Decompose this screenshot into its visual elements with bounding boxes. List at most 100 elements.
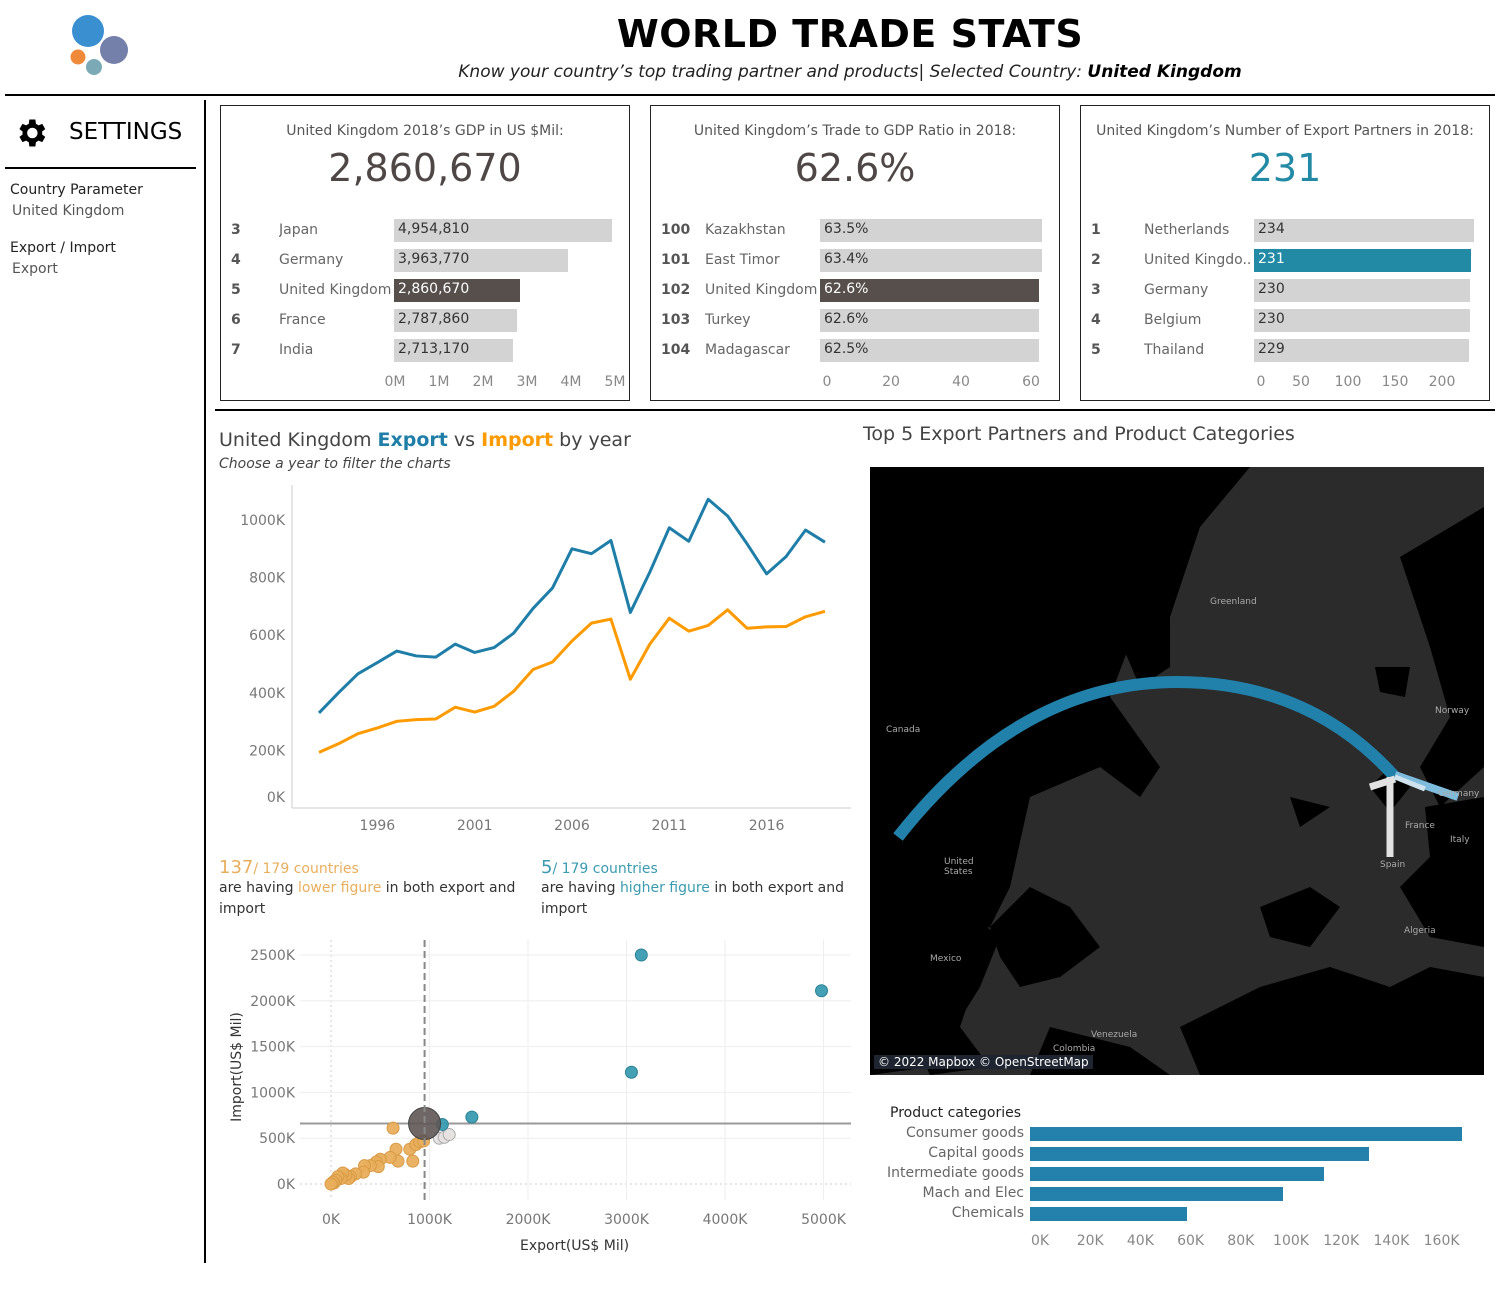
row-country: United Kingdom (279, 282, 392, 298)
trade-arc-ireland[interactable] (1368, 775, 1397, 791)
scatter-point-higher[interactable] (634, 948, 648, 962)
row-bar[interactable]: 231 (1254, 249, 1472, 272)
category-bar[interactable] (1030, 1187, 1283, 1201)
y-tick-label: 0K (267, 790, 286, 806)
lower-highlight: lower figure (297, 880, 382, 896)
scatter-point-higher[interactable] (624, 1065, 638, 1079)
row-bar[interactable]: 62.5% (820, 339, 1039, 362)
x-tick-label: 0K (322, 1212, 341, 1228)
lower-stat: 137/ 179 countries are having lower figu… (219, 857, 529, 920)
page-subtitle: Know your country’s top trading partner … (0, 62, 1500, 82)
row-bar[interactable]: 230 (1254, 309, 1471, 332)
row-bar[interactable]: 229 (1254, 339, 1470, 362)
row-country: United Kingdom (705, 282, 818, 298)
scatter-point-lower[interactable] (406, 1154, 420, 1168)
x-tick-label: 0K (1030, 1233, 1050, 1249)
row-bar-label: 229 (1258, 341, 1285, 357)
scatter-point-lower[interactable] (386, 1121, 400, 1135)
line-chart-title: United Kingdom Export vs Import by year (219, 429, 631, 451)
category-bar[interactable] (1030, 1127, 1463, 1141)
row-bar[interactable]: 63.5% (820, 219, 1043, 242)
map-title: Top 5 Export Partners and Product Catego… (863, 423, 1295, 445)
row-bar[interactable]: 62.6% (820, 309, 1040, 332)
map-attribution[interactable]: © 2022 Mapbox © OpenStreetMap (874, 1055, 1093, 1069)
row-bar-label: 3,963,770 (398, 251, 470, 267)
axis-tick: 1M (428, 374, 450, 390)
x-tick-label: 60K (1177, 1233, 1205, 1249)
x-tick-label: 2016 (749, 818, 785, 834)
row-bar[interactable]: 2,713,170 (394, 339, 514, 362)
y-tick-label: 400K (249, 686, 286, 702)
row-country: Turkey (705, 312, 751, 328)
axis-tick: 40 (952, 374, 970, 390)
export-import-line-chart[interactable]: 0K 200K 400K 600K 800K 1000K 1996 2001 2006 2011 2… (0, 0, 860, 850)
row-country: East Timor (705, 252, 780, 268)
export-partners-card: United Kingdom’s Number of Export Partne… (1080, 105, 1490, 401)
scatter-point-other[interactable] (442, 1128, 456, 1142)
settings-heading: SETTINGS (69, 119, 183, 145)
subtitle-text: Know your country’s top trading partner … (458, 62, 1088, 82)
cards-divider (215, 409, 1495, 411)
map-label: Italy (1450, 835, 1470, 845)
y-tick-label: 1000K (240, 513, 286, 529)
title-country: United Kingdom (219, 429, 378, 451)
row-rank: 104 (661, 342, 691, 358)
export-import-select[interactable]: Export (12, 261, 58, 277)
x-tick-label: 100K (1273, 1233, 1309, 1249)
product-categories-title: Product categories (890, 1105, 1021, 1121)
scatter-point-higher[interactable] (815, 984, 829, 998)
row-bar[interactable]: 3,963,770 (394, 249, 569, 272)
category-label: Intermediate goods (887, 1165, 1024, 1181)
x-tick-label: 2001 (457, 818, 493, 834)
title-vs: vs (447, 429, 482, 451)
map-label: Norway (1435, 706, 1470, 716)
import-line[interactable] (318, 608, 826, 754)
x-tick-label: 3000K (604, 1212, 650, 1228)
country-parameter-select[interactable]: United Kingdom (12, 203, 125, 219)
row-bar-label: 62.6% (824, 311, 869, 327)
axis-tick: 5M (604, 374, 626, 390)
export-line[interactable] (317, 497, 826, 715)
gear-icon[interactable] (13, 115, 49, 151)
scatter-point-lower[interactable] (324, 1177, 338, 1191)
category-bar[interactable] (1030, 1167, 1324, 1181)
export-import-scatter-plot[interactable]: 0K0K1000K500K2000K1000K3000K1500K4000K20… (0, 0, 860, 1270)
row-bar[interactable]: 62.6% (820, 279, 1040, 302)
row-bar[interactable]: 2,860,670 (394, 279, 520, 302)
scatter-point-selected[interactable] (408, 1107, 442, 1141)
higher-pre: are having (541, 880, 620, 896)
higher-post: in both export and import (541, 880, 844, 917)
export-partners-map[interactable]: Greenland Canada Norway Germany France I… (870, 467, 1484, 1075)
row-bar[interactable]: 2,787,860 (394, 309, 517, 332)
lower-pre: are having (219, 880, 298, 896)
y-tick-label: 500K (259, 1131, 296, 1147)
row-bar[interactable]: 234 (1254, 219, 1474, 242)
scatter-point-higher[interactable] (465, 1110, 479, 1124)
row-bar-label: 2,860,670 (398, 281, 470, 297)
higher-count: 5 (541, 857, 553, 878)
row-country: India (279, 342, 314, 358)
map-canvas (870, 467, 1484, 1075)
row-bar[interactable]: 4,954,810 (394, 219, 612, 242)
y-tick-label: 2000K (250, 994, 296, 1010)
export-import-label: Export / Import (10, 240, 116, 256)
category-bar[interactable] (1030, 1147, 1370, 1161)
axis-tick: 3M (516, 374, 538, 390)
trade-arc-canada[interactable] (893, 675, 1400, 841)
row-bar-label: 62.5% (824, 341, 869, 357)
axis-tick: 100 (1334, 374, 1362, 390)
higher-stat: 5/ 179 countries are having higher figur… (541, 857, 851, 920)
row-rank: 1 (1091, 222, 1101, 238)
row-bar[interactable]: 230 (1254, 279, 1471, 302)
line-chart-subtitle: Choose a year to filter the charts (219, 456, 451, 472)
map-label: Greenland (1210, 597, 1257, 607)
row-country: United Kingdo.. (1144, 252, 1252, 268)
row-bar[interactable]: 63.4% (820, 249, 1042, 272)
row-bar-label: 63.5% (824, 221, 869, 237)
y-tick-label: 1500K (250, 1040, 296, 1056)
category-bar[interactable] (1030, 1207, 1188, 1221)
trade-arc-france[interactable] (1394, 774, 1426, 792)
map-land (870, 467, 1484, 1075)
map-label: Germany (1438, 789, 1480, 799)
row-bar-label: 230 (1258, 281, 1285, 297)
